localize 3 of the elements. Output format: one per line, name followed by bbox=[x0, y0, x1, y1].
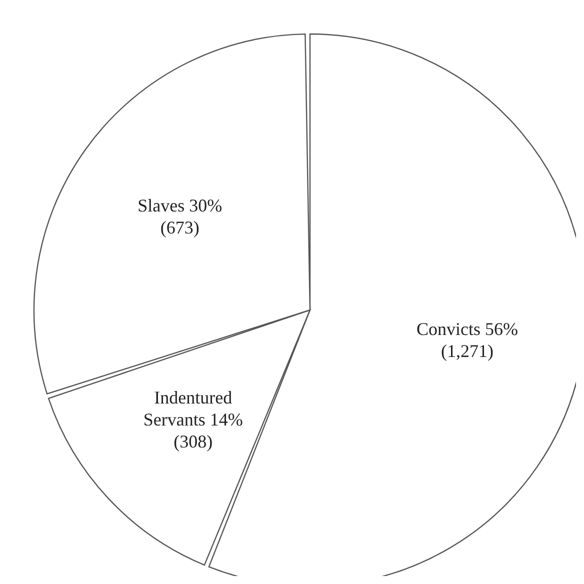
slice-label: Convicts 56% (1,271) bbox=[416, 318, 518, 361]
slice-label: Indentured Servants 14% (308) bbox=[143, 387, 243, 452]
slice-label: Slaves 30% (673) bbox=[138, 196, 222, 238]
